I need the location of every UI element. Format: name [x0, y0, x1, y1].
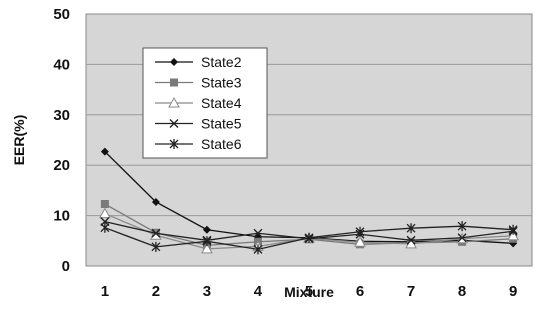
data-point: [457, 233, 467, 243]
data-point: [507, 229, 519, 241]
y-tick-label: 20: [53, 157, 70, 174]
series-layer: [99, 147, 519, 255]
y-tick-label: 30: [53, 107, 70, 124]
y-tick-label: 40: [53, 56, 70, 73]
x-tick-label: 8: [458, 283, 466, 300]
data-point: [151, 197, 160, 206]
x-axis-title: Mixture: [284, 284, 334, 300]
legend: State2 State3 State4 State5 State6: [142, 47, 268, 159]
data-point: [169, 139, 179, 149]
y-tick-label: 0: [62, 258, 70, 275]
x-tick-label: 6: [356, 283, 364, 300]
data-point: [253, 228, 263, 238]
legend-label: State4: [201, 95, 242, 111]
data-point: [354, 236, 366, 247]
data-point: [151, 228, 161, 238]
data-point: [170, 78, 178, 87]
y-axis-title: EER(%): [11, 115, 27, 166]
x-tick-label: 4: [254, 283, 263, 300]
x-tick-label: 5: [305, 283, 313, 300]
x-tick-label: 9: [509, 283, 517, 300]
data-point: [202, 236, 212, 247]
y-tick-label: 50: [53, 6, 70, 23]
data-point: [406, 223, 416, 234]
data-point: [508, 224, 518, 235]
data-point: [99, 207, 111, 219]
x-tick-label: 1: [101, 283, 109, 300]
data-point: [168, 96, 180, 108]
legend-label: State6: [201, 136, 242, 152]
data-point: [304, 232, 314, 243]
data-point: [253, 244, 263, 255]
data-point: [457, 221, 467, 232]
axes: 0 10 20 30 40 50 1 2 3 4 5 6 7 8 9: [53, 6, 517, 300]
x-tick-label: 3: [203, 283, 211, 300]
legend-label: State2: [201, 54, 242, 70]
x-tick-label: 2: [152, 283, 160, 300]
legend-label: State3: [201, 75, 242, 91]
x-tick-label: 7: [407, 283, 415, 300]
data-point: [169, 119, 179, 128]
y-tick-label: 10: [53, 208, 70, 225]
data-point: [201, 242, 213, 254]
data-point: [406, 235, 416, 245]
data-point: [355, 226, 365, 237]
data-point: [151, 241, 161, 252]
data-point: [202, 225, 211, 234]
data-point: [170, 58, 178, 66]
legend-label: State5: [201, 116, 242, 132]
data-point: [100, 200, 109, 209]
data-point: [100, 147, 109, 156]
data-point: [100, 222, 110, 233]
